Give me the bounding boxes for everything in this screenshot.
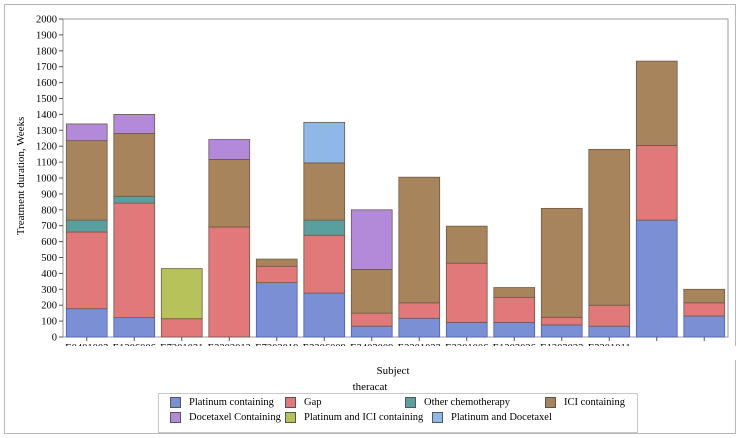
y-tick-label: 0 [52,333,57,344]
bar-segment [350,209,393,270]
bar-segment [303,219,346,236]
legend [158,393,638,433]
legend-label: Other chemotherapy [424,397,511,408]
legend-item: ICI containing [545,397,625,408]
y-tick-label: 1700 [36,62,57,73]
legend-swatch [545,397,556,408]
y-tick-label: 600 [41,237,57,248]
bar-segment [65,231,108,310]
y-tick-label: 700 [41,221,57,232]
y-tick-label: 1900 [36,30,57,41]
bar-segment [588,304,631,327]
legend-item: Gap [285,397,322,408]
bar-segment [493,321,536,338]
bar-segment [350,325,393,338]
bar-segment [588,148,631,306]
legend-label: Gap [304,397,322,408]
y-tick-label: 900 [41,189,57,200]
y-tick-label: 2000 [36,15,57,26]
bar-segment [445,321,488,338]
y-tick-label: 1300 [36,126,57,137]
bar-segment [255,265,298,284]
legend-item: Docetaxel Containing [170,412,281,423]
bar-segment [540,324,583,338]
bar-segment [208,226,251,338]
legend-label: Docetaxel Containing [189,412,281,423]
bar-segment [445,225,488,264]
legend-swatch [285,397,296,408]
bar-segment [65,308,108,338]
bar-segment [255,258,298,267]
legend-item: Platinum and ICI containing [285,412,423,423]
bar-segment [635,60,678,146]
legend-item: Platinum and Docetaxel [432,412,552,423]
bar-segment [255,282,298,338]
bar-segment [65,123,108,142]
y-tick-label: 1100 [36,158,57,169]
bar-segment [398,302,441,319]
legend-swatch [285,412,296,423]
bar-segment [540,316,583,326]
bar-segment [113,195,156,204]
bar-segment [160,268,203,320]
bar-segment [303,121,346,164]
bar-segment [113,114,156,134]
bar-segment [398,317,441,338]
legend-title: theracat [352,381,388,393]
legend-label: ICI containing [564,397,625,408]
label-clip [53,346,738,360]
bar-segment [208,158,251,228]
bar-segment [588,325,631,338]
bar-segment [350,312,393,327]
y-tick-label: 1400 [36,110,57,121]
y-tick-label: 1800 [36,46,57,57]
bar-segment [398,176,441,304]
bar-segment [493,297,536,323]
y-tick-label: 200 [41,301,57,312]
legend-swatch [170,412,181,423]
bar-segment [160,318,203,338]
legend-swatch [432,412,443,423]
y-tick-label: 100 [41,317,57,328]
bar-segment [683,302,726,317]
y-tick-label: 1000 [36,174,57,185]
legend-label: Platinum and Docetaxel [451,412,552,423]
bar-segment [540,207,583,318]
bar-segment [635,219,678,338]
bar-segment [113,202,156,319]
y-axis-label: Treatment duration, Weeks [15,117,27,236]
y-tick-label: 800 [41,205,57,216]
y-tick-label: 400 [41,269,57,280]
bar-segment [493,287,536,298]
legend-item: Platinum containing [170,397,274,408]
bar-segment [113,317,156,338]
y-tick-label: 1200 [36,142,57,153]
y-tick-label: 500 [41,253,57,264]
y-tick-label: 1600 [36,78,57,89]
bar-segment [303,292,346,338]
bar-segment [65,140,108,221]
bar-segment [683,315,726,338]
bar-segment [683,288,726,304]
y-tick-label: 300 [41,285,57,296]
bar-segment [113,133,156,197]
y-tick-label: 1500 [36,94,57,105]
legend-swatch [405,397,416,408]
legend-label: Platinum and ICI containing [304,412,424,423]
bar-segment [208,139,251,160]
bar-segment [350,269,393,314]
legend-item: Other chemotherapy [405,397,510,408]
bar-segment [635,145,678,221]
bar-segment [65,219,108,233]
legend-swatch [170,397,181,408]
bar-segment [445,262,488,323]
x-axis-label: Subject [377,365,410,377]
bar-segment [303,234,346,294]
legend-label: Platinum containing [189,397,274,408]
bar-segment [303,162,346,221]
